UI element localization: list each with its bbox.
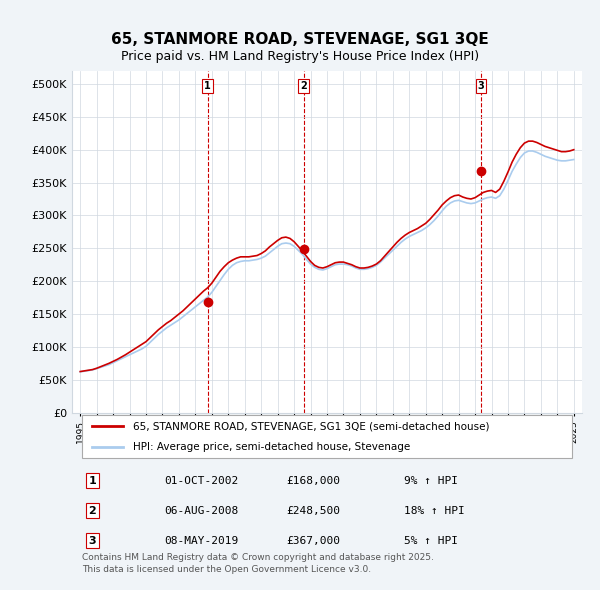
Text: Price paid vs. HM Land Registry's House Price Index (HPI): Price paid vs. HM Land Registry's House … xyxy=(121,50,479,63)
Text: 9% ↑ HPI: 9% ↑ HPI xyxy=(404,476,458,486)
Text: 2: 2 xyxy=(89,506,96,516)
Text: 01-OCT-2002: 01-OCT-2002 xyxy=(164,476,238,486)
Text: 08-MAY-2019: 08-MAY-2019 xyxy=(164,536,238,546)
Text: 1: 1 xyxy=(205,81,211,91)
FancyBboxPatch shape xyxy=(82,415,572,458)
Text: 18% ↑ HPI: 18% ↑ HPI xyxy=(404,506,464,516)
Text: 2: 2 xyxy=(300,81,307,91)
Text: 65, STANMORE ROAD, STEVENAGE, SG1 3QE: 65, STANMORE ROAD, STEVENAGE, SG1 3QE xyxy=(111,32,489,47)
Text: £248,500: £248,500 xyxy=(286,506,340,516)
Text: 3: 3 xyxy=(89,536,96,546)
Text: £367,000: £367,000 xyxy=(286,536,340,546)
Text: 65, STANMORE ROAD, STEVENAGE, SG1 3QE (semi-detached house): 65, STANMORE ROAD, STEVENAGE, SG1 3QE (s… xyxy=(133,421,490,431)
Text: 1: 1 xyxy=(89,476,96,486)
Text: Contains HM Land Registry data © Crown copyright and database right 2025.
This d: Contains HM Land Registry data © Crown c… xyxy=(82,553,434,574)
Text: 06-AUG-2008: 06-AUG-2008 xyxy=(164,506,238,516)
Text: HPI: Average price, semi-detached house, Stevenage: HPI: Average price, semi-detached house,… xyxy=(133,442,410,453)
Text: £168,000: £168,000 xyxy=(286,476,340,486)
Text: 3: 3 xyxy=(478,81,484,91)
Text: 5% ↑ HPI: 5% ↑ HPI xyxy=(404,536,458,546)
